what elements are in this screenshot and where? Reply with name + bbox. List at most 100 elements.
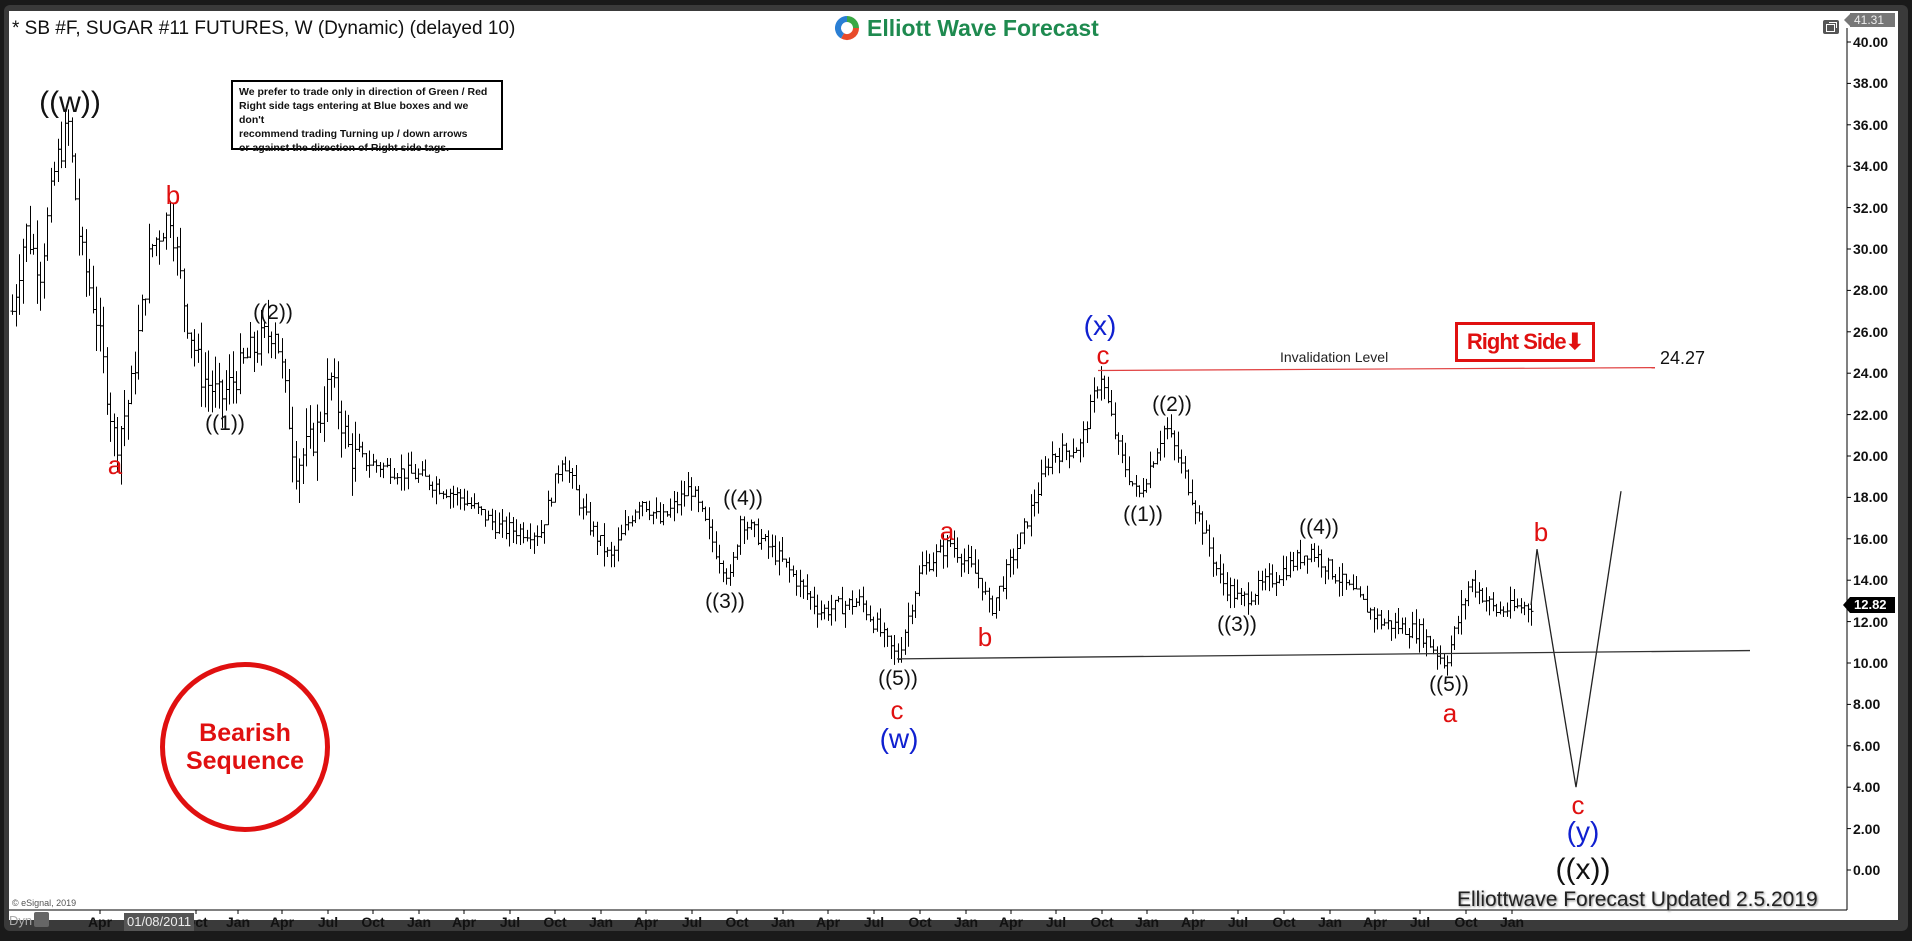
price-bar — [556, 465, 561, 484]
price-bar — [297, 458, 302, 504]
price-bar — [1232, 578, 1237, 608]
price-bar — [843, 600, 848, 628]
price-bar — [1018, 532, 1023, 549]
wave-label: ((3)) — [1217, 613, 1257, 636]
price-bar — [1144, 478, 1149, 493]
price-bar — [199, 322, 204, 407]
price-bar — [962, 548, 967, 573]
price-bar — [875, 612, 880, 632]
restore-window-icon[interactable] — [1823, 20, 1839, 34]
price-bar — [1036, 482, 1041, 514]
price-bar — [791, 565, 796, 577]
price-bar — [1260, 570, 1265, 591]
price-bar — [1032, 489, 1037, 517]
dynamic-toggle[interactable]: Dyn — [9, 913, 33, 928]
price-bar — [511, 516, 516, 543]
price-bar — [574, 465, 579, 491]
lock-icon[interactable] — [34, 912, 49, 927]
down-arrow-icon: ⬇ — [1565, 329, 1584, 354]
price-bar — [1092, 377, 1097, 413]
price-bar — [1242, 591, 1247, 607]
price-bar — [546, 490, 551, 526]
price-bar — [1347, 579, 1352, 586]
price-bar — [427, 474, 432, 491]
price-bar — [458, 488, 463, 510]
price-bar — [1298, 539, 1303, 570]
price-bar — [497, 512, 502, 534]
price-bar — [693, 486, 698, 498]
price-bar — [10, 294, 15, 315]
wave-label: a — [939, 516, 955, 546]
price-bar — [1165, 417, 1170, 440]
bearish-sequence-badge: Bearish Sequence — [160, 662, 330, 832]
price-tick-label: 24.00 — [1853, 365, 1889, 382]
price-bar — [280, 338, 285, 379]
price-bar — [840, 586, 845, 615]
time-axis[interactable]: Apr Oct Jan Apr Jul Oct Jan Apr Jul Oct Jan Apr Jul O… — [9, 910, 1849, 932]
price-bar — [539, 520, 544, 538]
price-bar — [591, 521, 596, 537]
price-bar — [1396, 607, 1401, 635]
price-bar — [1225, 572, 1230, 602]
price-bar — [14, 284, 19, 327]
price-bar — [441, 491, 446, 500]
price-bar — [1417, 618, 1422, 653]
price-bar — [1372, 607, 1377, 633]
price-bar — [434, 476, 439, 505]
price-bar — [731, 551, 736, 577]
price-bar — [931, 552, 936, 572]
price-bar — [1515, 598, 1520, 609]
price-bar — [1505, 602, 1510, 617]
price-tick-label: 12.00 — [1853, 613, 1889, 630]
price-tick-label: 20.00 — [1853, 448, 1889, 464]
price-bar — [1246, 582, 1251, 615]
price-bar — [52, 161, 57, 186]
price-bar — [563, 456, 568, 472]
price-bar — [231, 351, 236, 404]
time-tick-label: Apr — [451, 914, 477, 930]
updated-stamp: Elliottwave Forecast Updated 2.5.2019 — [1457, 888, 1818, 911]
price-bar — [192, 329, 197, 367]
price-bar — [122, 390, 127, 447]
price-bar — [1074, 447, 1079, 453]
support-trendline — [896, 649, 1751, 660]
price-bar — [1305, 555, 1310, 574]
price-bar — [101, 306, 106, 374]
price-bar — [469, 497, 474, 509]
wave-label: ((5)) — [878, 667, 918, 690]
price-bar — [455, 487, 460, 506]
time-tick-label: Oct — [1454, 914, 1478, 930]
wave-label: ((2)) — [253, 301, 293, 324]
wave-label: ((x)) — [1555, 853, 1611, 886]
price-bar — [1109, 389, 1114, 417]
price-bar — [1274, 571, 1279, 596]
price-bar — [1281, 555, 1286, 586]
price-bar — [903, 629, 908, 655]
price-bar — [318, 411, 323, 433]
price-bar — [385, 458, 390, 468]
price-tick-label: 32.00 — [1853, 199, 1889, 216]
price-bar — [490, 508, 495, 531]
price-bar — [661, 504, 666, 526]
price-bar — [420, 461, 425, 477]
wave-label: ((4)) — [723, 487, 763, 510]
price-bar — [73, 153, 78, 201]
time-tick-label: Jul — [1045, 914, 1067, 930]
wave-label: c — [1096, 340, 1110, 370]
price-bar — [154, 237, 159, 257]
price-bar — [157, 230, 162, 265]
price-bar — [339, 400, 344, 458]
price-bar — [980, 577, 985, 601]
price-bar — [707, 507, 712, 540]
price-bar — [504, 516, 509, 540]
price-bar — [1477, 582, 1482, 605]
price-bar — [87, 258, 92, 296]
price-bar — [311, 422, 316, 457]
price-bar — [1473, 570, 1478, 598]
price-bar — [343, 410, 348, 449]
price-bar — [367, 450, 372, 478]
price-bar — [1400, 617, 1405, 634]
price-bar — [1438, 645, 1443, 665]
